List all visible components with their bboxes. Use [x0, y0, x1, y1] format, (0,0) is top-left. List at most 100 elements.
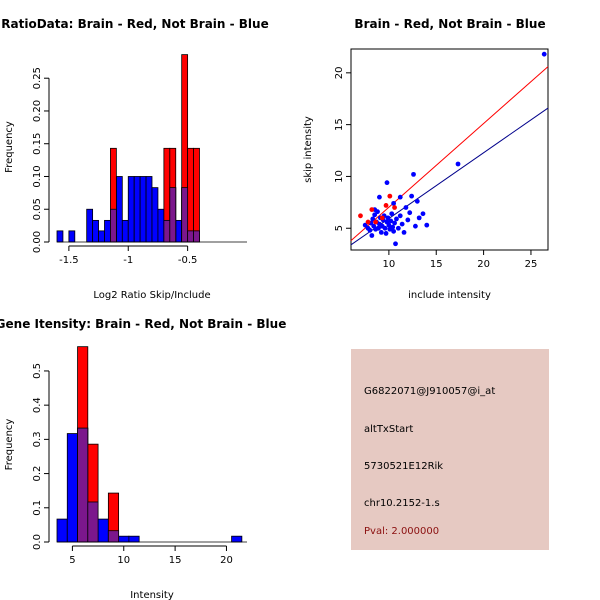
y-tick-label: 0.05 — [32, 198, 43, 220]
point-not-brain — [414, 198, 420, 204]
x-axis-label: include intensity — [408, 290, 491, 301]
info-panel: G6822071@J910057@i_at altTxStart 5730521… — [351, 349, 549, 550]
chart-title: Brain - Red, Not Brain - Blue — [354, 17, 545, 31]
x-axis-label: Log2 Ratio Skip/Include — [93, 290, 210, 301]
point-not-brain — [369, 233, 375, 238]
point-not-brain — [389, 211, 395, 217]
y-tick-label: 0.00 — [32, 231, 43, 253]
y-tick-label: 5 — [334, 225, 345, 231]
bar-not-brain — [127, 176, 135, 243]
bar-not-brain — [128, 535, 140, 543]
point-not-brain — [407, 210, 413, 216]
x-axis-label: Intensity — [130, 590, 174, 600]
point-brain — [387, 193, 393, 199]
bar-not-brain — [133, 176, 141, 243]
point-brain — [369, 207, 375, 212]
bar-overlap — [110, 208, 117, 243]
x-tick-label: 10 — [383, 259, 396, 270]
x-tick-label: 20 — [220, 555, 233, 566]
point-brain — [383, 203, 389, 208]
bar-overlap — [181, 187, 189, 243]
y-axis-label: skip intensity — [303, 116, 314, 183]
point-not-brain — [388, 218, 394, 224]
point-not-brain — [386, 222, 392, 228]
y-tick-label: 0.5 — [32, 363, 43, 379]
y-tick-label: 0.15 — [32, 133, 43, 155]
bar-not-brain — [115, 176, 123, 243]
bar-overlap — [87, 501, 99, 543]
y-axis-label: Frequency — [4, 121, 15, 173]
point-not-brain — [392, 220, 397, 226]
point-brain — [392, 205, 397, 210]
x-tick-label: 15 — [169, 555, 182, 566]
point-not-brain — [411, 171, 416, 177]
point-not-brain — [385, 215, 391, 221]
point-not-brain — [397, 213, 403, 219]
bar-not-brain — [157, 208, 165, 243]
point-not-brain — [424, 222, 430, 228]
point-brain — [373, 219, 379, 225]
point-not-brain — [393, 241, 398, 247]
event-type: altTxStart — [364, 424, 414, 435]
point-not-brain — [391, 228, 397, 234]
bar-overlap — [77, 427, 89, 543]
bar-not-brain — [139, 176, 147, 243]
gene-name: 5730521E12Rik — [364, 461, 444, 472]
plot-frame — [350, 48, 549, 251]
point-not-brain — [455, 161, 461, 167]
point-not-brain — [377, 194, 382, 200]
bar-not-brain — [231, 535, 243, 543]
point-not-brain — [416, 215, 422, 221]
point-not-brain — [401, 229, 407, 235]
x-tick-label: 10 — [117, 555, 130, 566]
bar-not-brain — [151, 187, 159, 243]
x-tick-label: -1.5 — [59, 255, 79, 266]
point-brain — [365, 219, 371, 225]
point-not-brain — [413, 223, 418, 229]
bar-not-brain — [121, 219, 129, 243]
x-tick-label: 20 — [477, 259, 490, 270]
point-not-brain — [378, 229, 384, 235]
point-not-brain — [372, 212, 378, 218]
bar-not-brain — [175, 219, 183, 243]
point-not-brain — [382, 225, 388, 231]
point-not-brain — [399, 221, 405, 227]
bar-overlap — [107, 530, 120, 543]
point-not-brain — [370, 216, 376, 222]
bar-overlap — [193, 230, 200, 243]
point-not-brain — [397, 194, 403, 200]
bar-not-brain — [56, 230, 64, 243]
point-not-brain — [384, 180, 390, 186]
genomic-location: chr10.2152-1.s — [364, 498, 440, 509]
point-not-brain — [405, 217, 411, 223]
x-tick-label: 5 — [69, 555, 75, 566]
x-tick-label: -1 — [123, 255, 133, 266]
pval-text: Pval: 2.000000 — [364, 526, 440, 537]
bar-not-brain — [86, 208, 94, 243]
bar-not-brain — [97, 518, 109, 543]
chart-title: Gene Itensity: Brain - Red, Not Brain - … — [0, 317, 286, 331]
point-not-brain — [420, 211, 426, 217]
bar-overlap — [163, 219, 171, 243]
bar-not-brain — [104, 219, 111, 243]
y-tick-label: 0.0 — [32, 534, 43, 550]
y-tick-label: 0.10 — [32, 165, 43, 187]
y-axis-label: Frequency — [4, 419, 15, 471]
bar-not-brain — [92, 219, 99, 243]
bar-not-brain — [118, 535, 130, 543]
chart-title: RatioData: Brain - Red, Not Brain - Blue — [1, 17, 268, 31]
fit-line-brain-fit — [350, 66, 549, 242]
point-brain — [358, 213, 363, 219]
bar-overlap — [169, 187, 177, 243]
x-tick-label: -0.5 — [178, 255, 198, 266]
point-not-brain — [376, 225, 381, 231]
bar-not-brain — [68, 230, 76, 243]
y-tick-label: 10 — [334, 170, 345, 183]
y-tick-label: 0.1 — [32, 500, 43, 516]
point-not-brain — [403, 205, 409, 210]
point-not-brain — [367, 227, 373, 233]
bar-not-brain — [145, 176, 153, 243]
point-brain — [379, 215, 385, 221]
